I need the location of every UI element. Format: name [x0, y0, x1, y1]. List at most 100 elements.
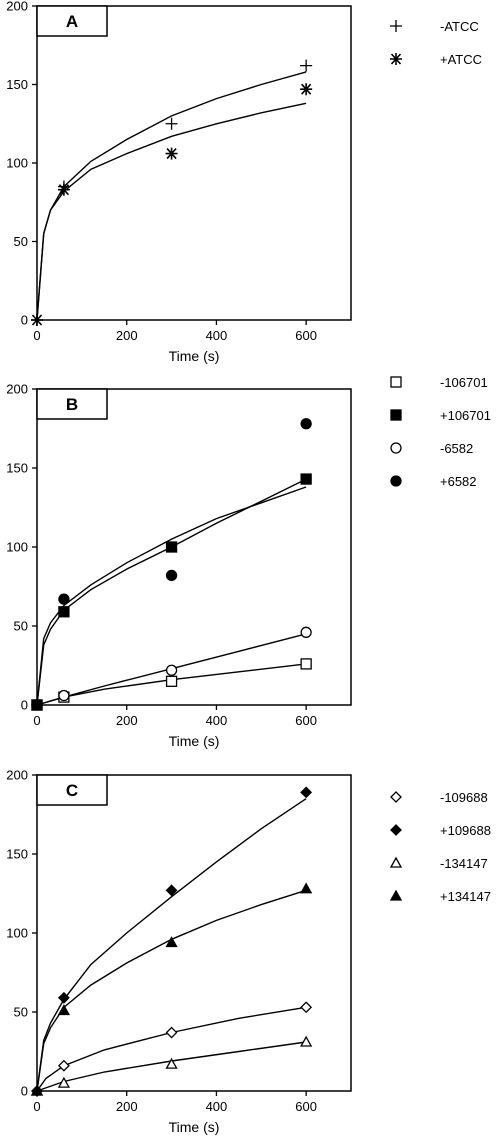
plot-frame	[36, 5, 352, 321]
data-point	[300, 882, 313, 894]
legend-label: -109688	[440, 790, 488, 805]
data-point	[165, 117, 178, 130]
x-tick-label: 600	[295, 713, 317, 728]
x-axis-title: Time (s)	[169, 733, 220, 749]
data-point	[58, 606, 70, 618]
y-tick-label: 50	[14, 234, 28, 249]
data-point	[58, 593, 70, 605]
fit-curve	[36, 486, 307, 706]
panel-label: C	[66, 781, 78, 800]
legend-marker	[390, 824, 402, 836]
panel-label-box	[36, 388, 108, 420]
series-134147	[30, 1035, 313, 1096]
x-tick-label: 400	[206, 328, 228, 343]
data-point	[31, 314, 43, 326]
data-point	[300, 83, 313, 96]
x-tick-label: 600	[295, 1099, 317, 1114]
legend-marker	[390, 791, 402, 803]
x-tick-label: 400	[206, 1099, 228, 1114]
panel-a: A 0 50 100 150 200 0 200 400 600 Time (s) -ATCC +ATC…	[6, 0, 482, 364]
data-point	[300, 658, 312, 670]
data-point	[165, 569, 178, 582]
data-point	[57, 1059, 70, 1072]
panel-b: B 0 50 100 150 200 0 200 400 600 Time (s) -106701 +1…	[6, 375, 491, 749]
legend-marker	[390, 409, 402, 421]
y-tick-label: 100	[6, 540, 28, 555]
data-point	[57, 1004, 71, 1016]
y-tick-label: 50	[14, 619, 28, 634]
data-point	[300, 786, 313, 799]
y-tick-label: 0	[21, 698, 28, 713]
legend-marker	[390, 442, 402, 454]
y-tick-label: 0	[21, 1084, 28, 1099]
y-tick-label: 200	[6, 0, 28, 14]
panel-c: C 0 50 100 150 200 0 200 400 600 Time (s) -109688 +1…	[6, 768, 491, 1136]
x-tick-label: 0	[33, 328, 40, 343]
fit-curve	[36, 478, 307, 706]
panel-label: B	[66, 395, 78, 414]
x-tick-label: 0	[33, 713, 40, 728]
series-atcc	[31, 83, 313, 326]
y-tick-label: 150	[6, 77, 28, 92]
legend-marker	[389, 856, 403, 868]
data-point	[165, 664, 178, 676]
data-point	[165, 1026, 178, 1039]
y-tick-label: 50	[14, 1005, 28, 1020]
fit-curve	[36, 1041, 307, 1092]
series-109688	[31, 1001, 313, 1097]
y-tick-label: 100	[6, 156, 28, 171]
data-point	[31, 699, 43, 711]
legend: -ATCC +ATCC	[390, 19, 482, 67]
legend-marker	[390, 53, 402, 65]
legend-label: -6582	[440, 441, 473, 456]
legend-label: +ATCC	[440, 52, 482, 67]
y-tick-label: 100	[6, 926, 28, 941]
y-tick-label: 200	[6, 768, 28, 783]
data-point	[300, 1001, 313, 1014]
legend: -106701 +106701 -6582 +6582	[390, 375, 491, 489]
data-point	[165, 936, 178, 948]
fit-curve	[36, 889, 307, 1092]
series-atcc	[31, 59, 313, 326]
legend-marker	[390, 20, 402, 32]
x-tick-label: 200	[116, 713, 138, 728]
data-point	[165, 541, 178, 553]
legend-marker	[389, 889, 403, 901]
panel-label-box	[36, 774, 108, 806]
data-point	[300, 473, 312, 485]
series-6582	[31, 418, 312, 711]
x-tick-label: 200	[116, 328, 138, 343]
legend-label: -ATCC	[440, 19, 479, 34]
data-point	[165, 147, 178, 160]
x-tick-label: 200	[116, 1099, 138, 1114]
fit-curve	[36, 1006, 307, 1092]
y-tick-label: 150	[6, 461, 28, 476]
data-point	[300, 59, 313, 72]
x-axis-title: Time (s)	[169, 1119, 220, 1135]
legend-marker	[390, 376, 402, 388]
legend-label: -134147	[440, 856, 488, 871]
panel-label: A	[66, 12, 78, 31]
fit-curve	[36, 71, 307, 321]
series-134147	[30, 882, 313, 1096]
legend: -109688 +109688 -134147 +134147	[389, 790, 491, 904]
x-tick-label: 0	[33, 1099, 40, 1114]
legend-label: +109688	[440, 823, 491, 838]
data-point	[300, 1035, 313, 1047]
y-tick-label: 200	[6, 382, 28, 397]
fit-curve	[36, 798, 307, 1092]
x-axis-title: Time (s)	[169, 348, 220, 364]
plot-frame	[36, 388, 352, 706]
data-point	[300, 418, 312, 430]
data-point	[165, 884, 178, 897]
y-tick-label: 150	[6, 847, 28, 862]
data-point	[57, 991, 70, 1004]
legend-label: +6582	[440, 474, 477, 489]
legend-label: -106701	[440, 375, 488, 390]
legend-label: +106701	[440, 408, 491, 423]
y-tick-label: 0	[21, 313, 28, 328]
data-point	[300, 626, 312, 638]
data-point	[58, 689, 70, 702]
fit-curve	[36, 102, 307, 321]
